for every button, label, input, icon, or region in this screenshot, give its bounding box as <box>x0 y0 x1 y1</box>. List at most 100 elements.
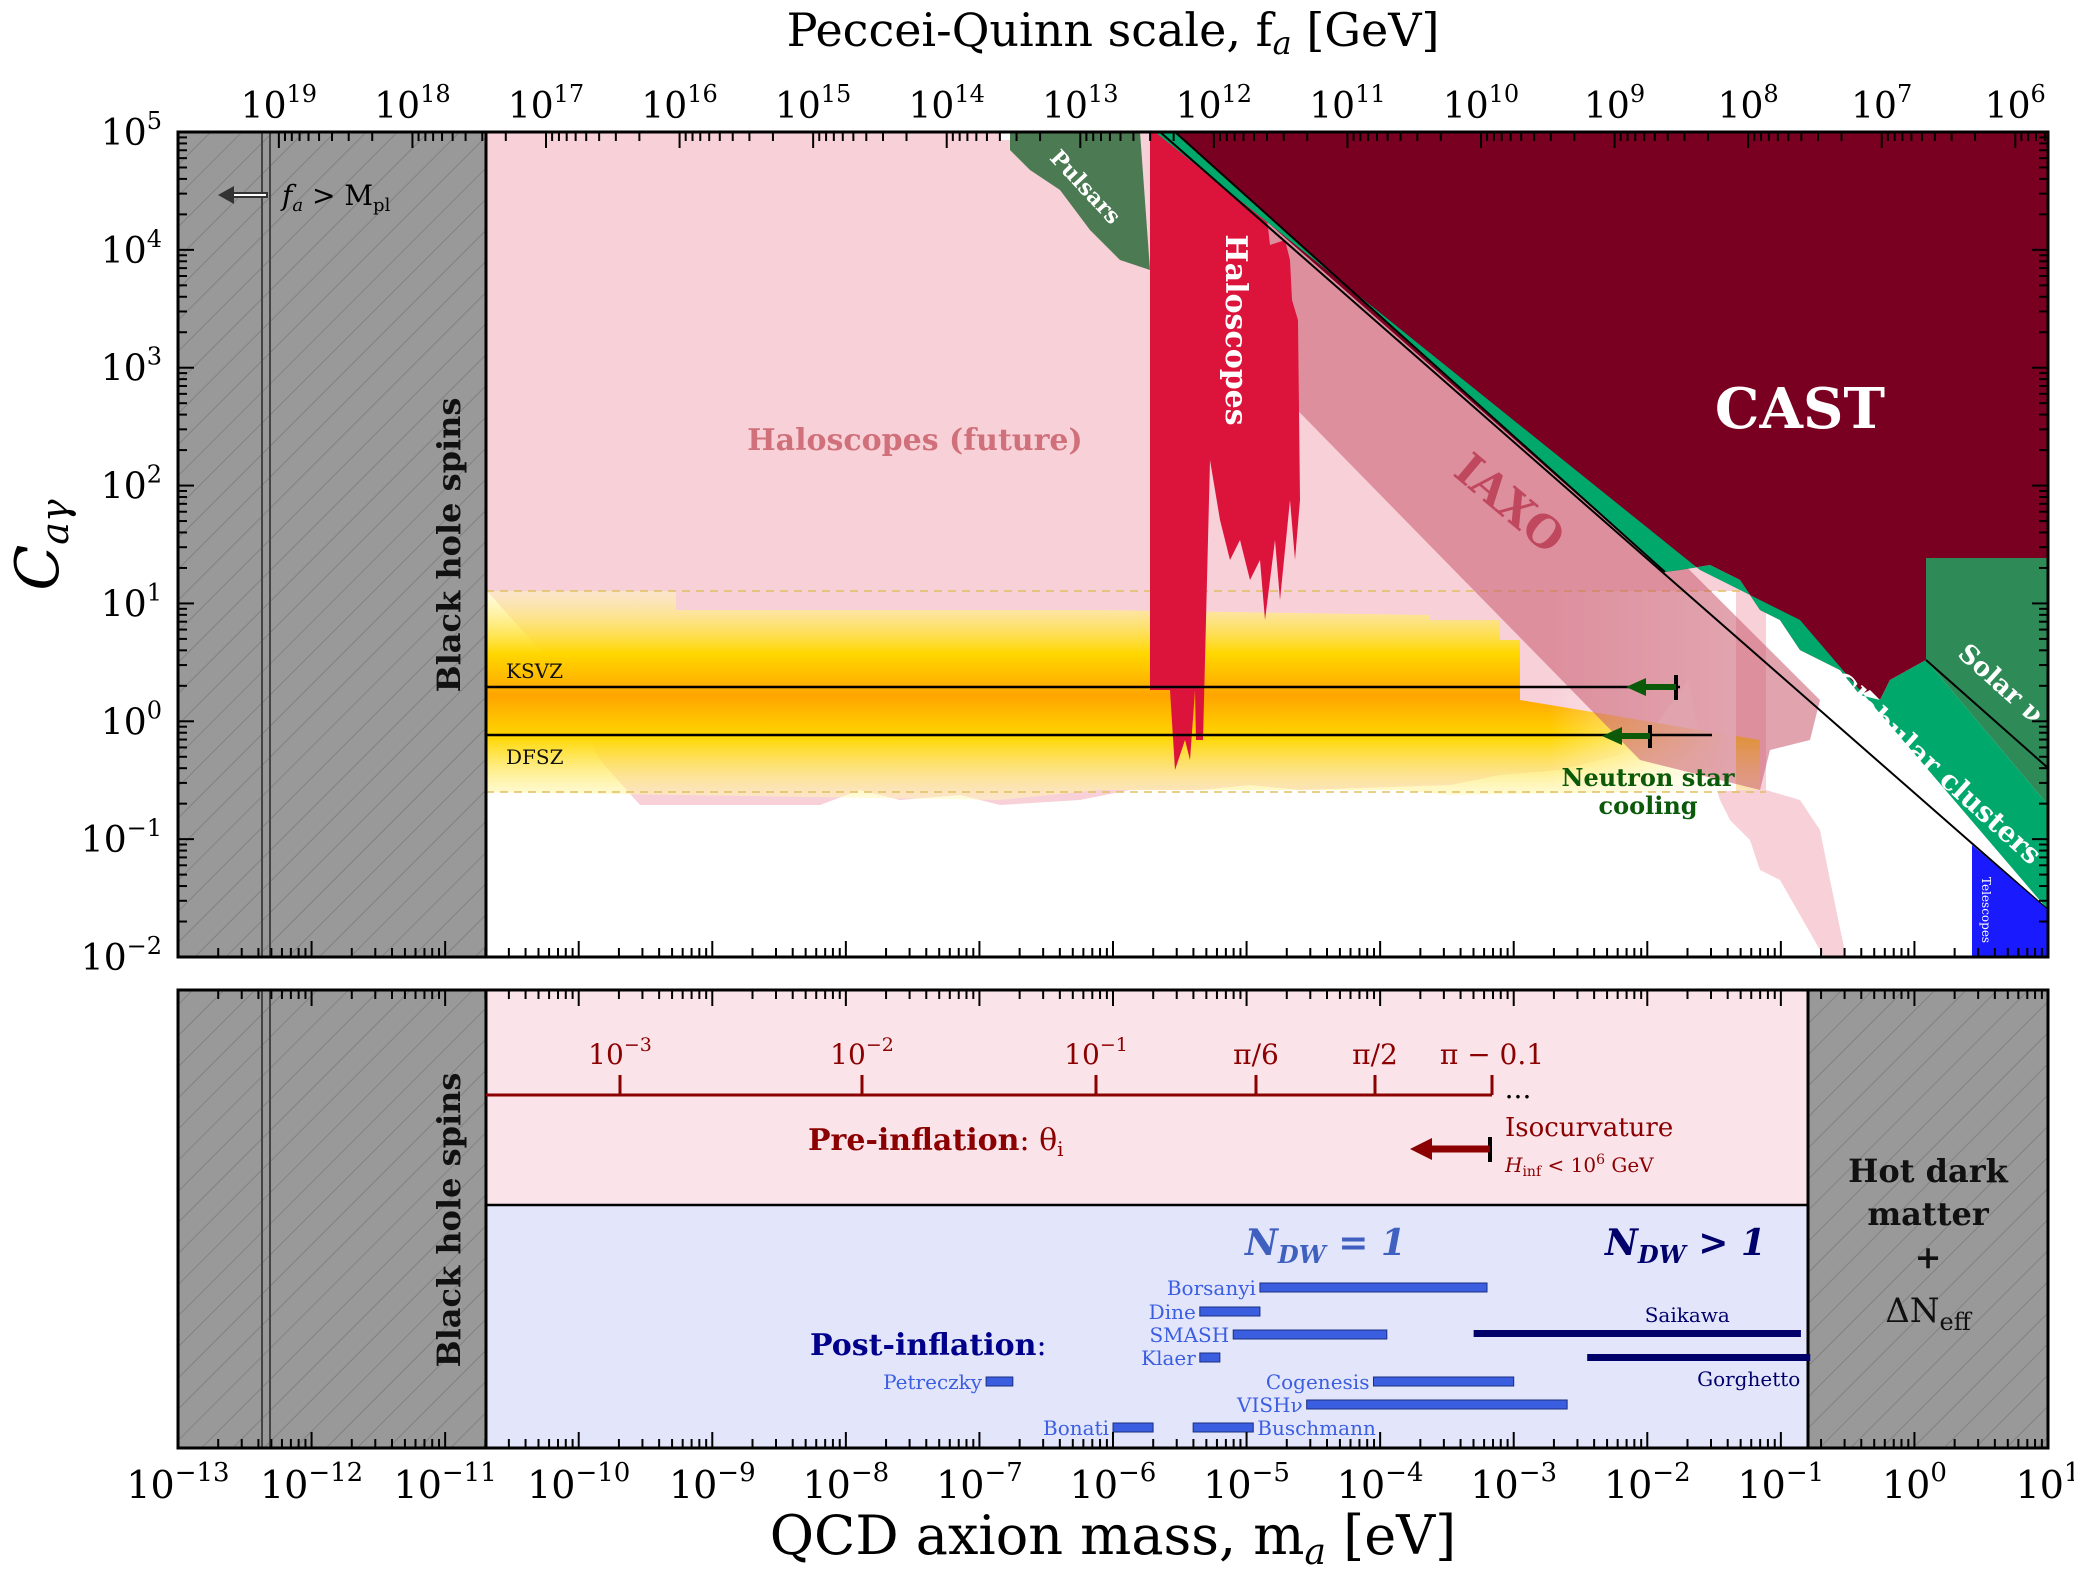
fa-tick-label: 1015 <box>775 80 851 127</box>
fa-tick-label: 106 <box>1985 80 2046 127</box>
hot-dm-label-3: + <box>1915 1238 1942 1276</box>
ndwgt-label: NDW > 1 <box>1604 1222 1766 1269</box>
x-tick-label: 10−12 <box>260 1458 363 1507</box>
dfsz-label: DFSZ <box>506 745 564 769</box>
estimate-bar <box>1199 1352 1221 1363</box>
estimate-bar <box>1192 1422 1254 1433</box>
post-inflation-region <box>486 1205 1808 1448</box>
estimate-label: SMASH <box>1149 1323 1229 1347</box>
x-tick-label: 10−9 <box>669 1458 756 1507</box>
bottom-panel: Black hole spins Hot dark matter + ΔNeff… <box>176 988 2050 1450</box>
fa-tick-label: 1013 <box>1042 80 1118 127</box>
y-tick-label: 100 <box>101 696 162 743</box>
y-tick-label: 104 <box>101 225 162 272</box>
estimate-label: Petreczky <box>883 1370 983 1394</box>
post-inflation-label: Post-inflation: <box>810 1328 1047 1363</box>
theta-ticks: 10−3 10−2 10−1 π/6 π/2 π − 0.1 <box>588 1034 1544 1095</box>
y-tick-label: 103 <box>101 343 162 390</box>
fa-tick-label: 107 <box>1851 80 1912 127</box>
hot-dm-label-2: matter <box>1867 1195 1990 1233</box>
y-tick-label: 10−2 <box>81 932 162 979</box>
estimate-bar <box>1306 1399 1568 1410</box>
estimate-bar <box>1473 1330 1801 1337</box>
isocurvature-arrow <box>1410 1137 1492 1162</box>
x-tick-label: 10−3 <box>1470 1458 1557 1507</box>
estimate-bar <box>1372 1376 1515 1387</box>
estimate-label: Saikawa <box>1645 1303 1730 1327</box>
haloscopes-region <box>1150 132 1300 770</box>
hot-dm-label-1: Hot dark <box>1848 1152 2008 1190</box>
y-axis-label: Caγ <box>3 499 77 591</box>
neutron-star-label-1: Neutron star <box>1562 763 1735 792</box>
hot-dm-region <box>1808 990 2048 1448</box>
x-tick-label: 10−13 <box>126 1458 229 1507</box>
estimate-label: Borsanyi <box>1167 1276 1256 1300</box>
estimate-label: VISHν <box>1236 1393 1303 1417</box>
iaxo-region <box>1170 132 1820 790</box>
estimate-label: Klaer <box>1141 1346 1196 1370</box>
estimate-label: Bonati <box>1043 1416 1109 1440</box>
x-tick-label: 10−4 <box>1337 1458 1424 1507</box>
theta-tick-label: 10−2 <box>830 1034 894 1071</box>
bh-spins-region-bottom <box>178 990 486 1448</box>
estimate-label: Gorghetto <box>1697 1367 1800 1391</box>
neutron-star-arrows <box>1602 675 1678 748</box>
x-tick-label: 10−11 <box>394 1458 497 1507</box>
fa-tick-label: 109 <box>1584 80 1645 127</box>
x-tick-label: 10−1 <box>1738 1458 1825 1507</box>
y-tick-label: 101 <box>101 578 162 625</box>
fa-tick-label: 1010 <box>1443 80 1519 127</box>
cast-region <box>1165 132 2048 700</box>
x-tick-label: 10−2 <box>1604 1458 1691 1507</box>
estimate-label: Buschmann <box>1257 1416 1376 1440</box>
x-tick-label: 10−10 <box>527 1458 630 1507</box>
fa-tick-label: 1011 <box>1309 80 1385 127</box>
y-tick-label: 105 <box>101 107 162 154</box>
haloscopes-future-label: Haloscopes (future) <box>747 423 1082 458</box>
fa-tick-label: 1017 <box>508 80 584 127</box>
estimate-bar <box>1259 1282 1488 1293</box>
fa-tick-label: 108 <box>1718 80 1779 127</box>
bh-spins-label-top: Black hole spins <box>430 398 468 693</box>
y-tick-label: 102 <box>101 461 162 508</box>
estimate-bar <box>1232 1329 1388 1340</box>
planck-arrow <box>218 186 268 204</box>
telescopes-label: Telescopes <box>1979 877 1993 943</box>
pre-inflation-label: Pre-inflation: θi <box>808 1123 1064 1161</box>
estimate-bar <box>1112 1422 1154 1433</box>
theta-tick-label: π − 0.1 <box>1440 1038 1544 1071</box>
solar-nu-region <box>1926 558 2048 805</box>
y-tick-label: 10−1 <box>81 814 162 861</box>
top-panel: fa > Mpl Black hole spins CAST Haloscope… <box>176 130 2050 959</box>
theta-dots: ... <box>1505 1072 1532 1105</box>
bh-spins-region-top <box>178 132 486 957</box>
isocurvature-label: Isocurvature <box>1505 1113 1673 1143</box>
estimate-bar <box>985 1376 1014 1387</box>
x-tick-label: 10−6 <box>1070 1458 1157 1507</box>
hot-dm-label-4: ΔNeff <box>1885 1291 1973 1336</box>
fa-tick-label: 1016 <box>641 80 717 127</box>
fa-tick-label: 1019 <box>241 80 317 127</box>
top-axis-label: Peccei-Quinn scale, fa [GeV] <box>787 3 1440 62</box>
x-tick-label: 10−8 <box>803 1458 890 1507</box>
y-axis-ticks: 105 104 103 102 101 100 10−1 10−2 <box>81 107 2048 979</box>
x-tick-label: 10−7 <box>936 1458 1023 1507</box>
fa-axis-ticks: 1019 1018 1017 1016 1015 1014 1013 1012 1011 1010… <box>241 80 2046 148</box>
neutron-star-label-2: cooling <box>1598 791 1697 820</box>
hinf-label: Hinf < 106 GeV <box>1504 1152 1654 1180</box>
cast-label: CAST <box>1715 376 1885 442</box>
theta-tick-label: π/2 <box>1352 1038 1398 1071</box>
x-axis-ticks: 10−13 10−12 10−11 10−10 10−9 10−8 10−7 10−6 10−5… <box>126 941 2074 1507</box>
estimate-bar <box>1199 1306 1261 1317</box>
pre-inflation-region <box>486 990 1808 1205</box>
x-tick-label: 101 <box>2016 1458 2074 1507</box>
ndw1-label: NDW = 1 <box>1244 1222 1406 1269</box>
estimate-label: Dine <box>1149 1300 1196 1324</box>
x-axis-label: QCD axion mass, ma [eV] <box>770 1504 1457 1573</box>
ksvz-label: KSVZ <box>506 659 563 683</box>
x-tick-label: 100 <box>1882 1458 1947 1507</box>
bh-spins-label-bottom: Black hole spins <box>430 1073 468 1368</box>
theta-tick-label: 10−1 <box>1064 1034 1128 1071</box>
